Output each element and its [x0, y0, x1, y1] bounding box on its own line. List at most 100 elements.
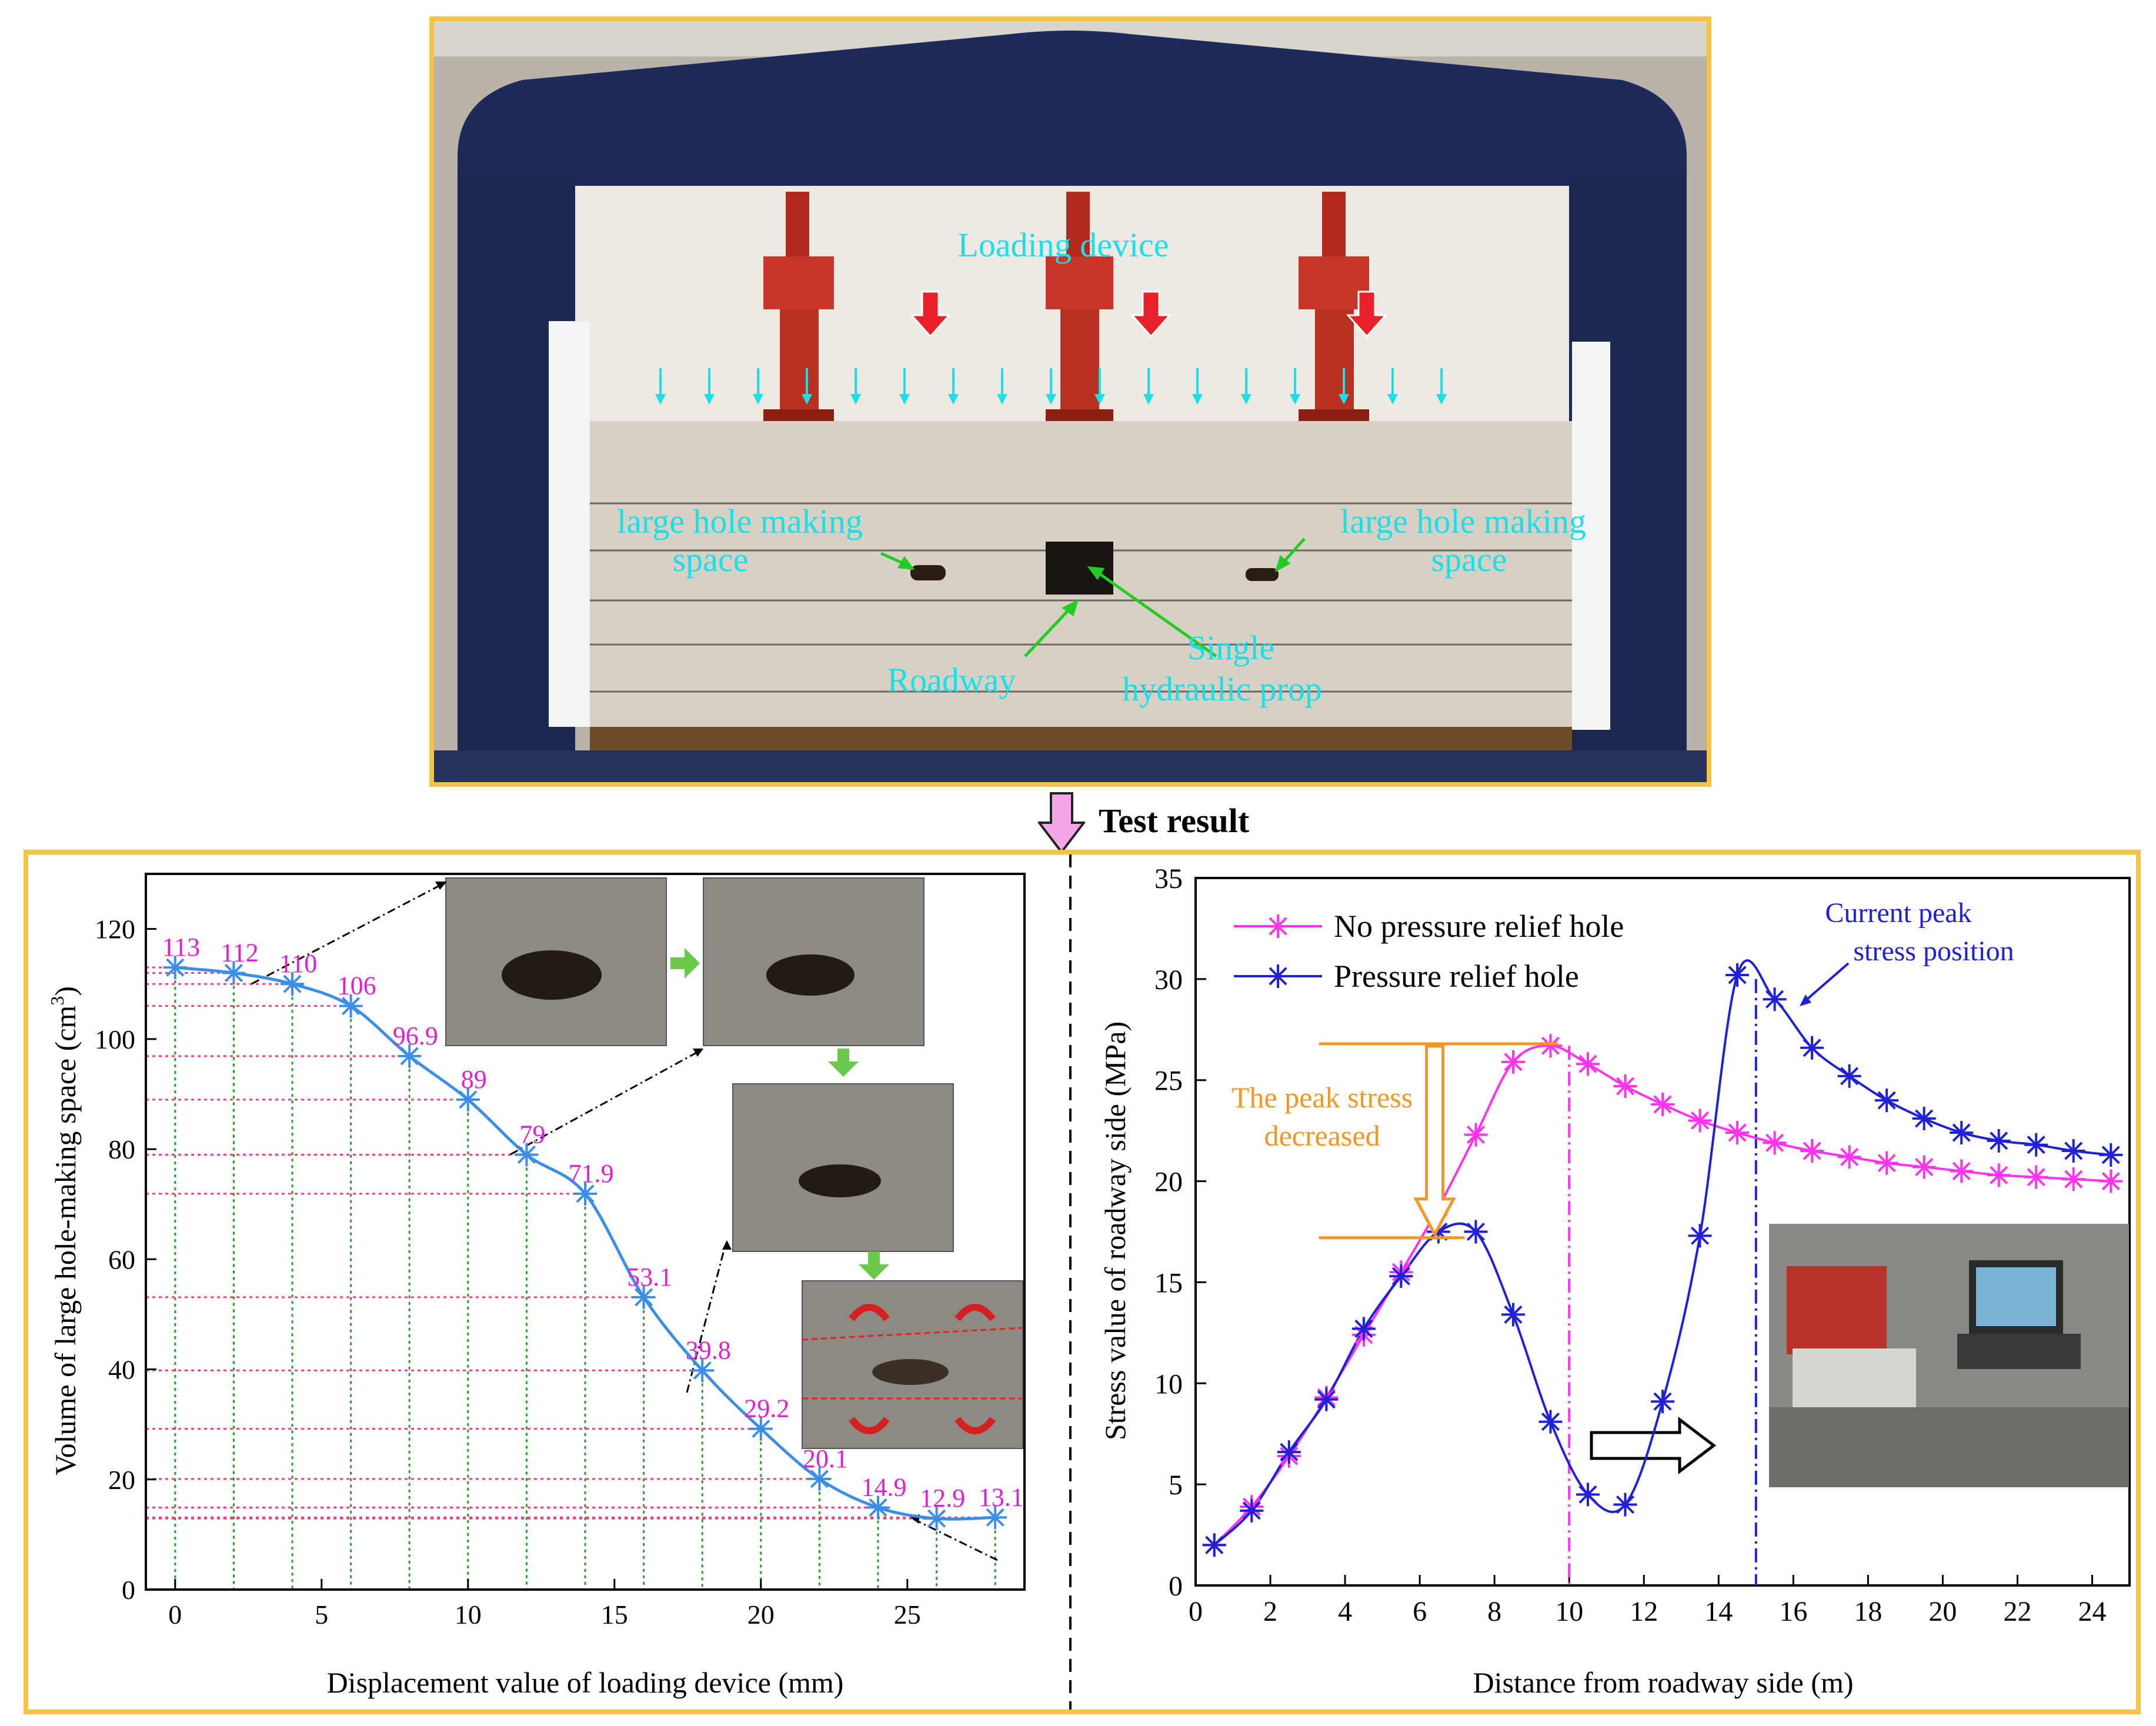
peak-label-1: Current peak	[1825, 897, 1971, 929]
volume-data-label: 96.9	[393, 1021, 438, 1050]
load-arrow-head	[1339, 394, 1349, 405]
volume-point	[749, 1417, 773, 1441]
relief-point	[1987, 1129, 2011, 1153]
relief-point	[1240, 1498, 1264, 1523]
photo-labels: Loading device large hole making space l…	[617, 226, 1586, 708]
load-arrow-head	[948, 394, 959, 405]
volume-point	[515, 1143, 539, 1167]
roadway-label: Roadway	[887, 661, 1016, 699]
relief-point	[2099, 1143, 2123, 1167]
load-arrow-head	[1046, 394, 1056, 405]
stress-arc-1	[849, 1304, 890, 1321]
photo-illustration: Loading device large hole making space l…	[434, 21, 1707, 782]
left-hole	[910, 565, 946, 580]
inset-pointers	[251, 883, 998, 1561]
legend-label-relief: Pressure relief hole	[1334, 959, 1579, 994]
no-relief-point	[1501, 1050, 1525, 1074]
result-arrow-icon	[1038, 792, 1085, 854]
load-arrow-head	[997, 394, 1007, 405]
volume-chart: 0 5 10 15 20 25 0 20 40 60 80 100 120	[46, 873, 1026, 1699]
volume-point	[573, 1181, 597, 1206]
equipment-laptop-display	[1976, 1267, 2056, 1326]
load-arrow-head	[1387, 394, 1398, 405]
x-tick-label: 10	[1555, 1596, 1583, 1627]
legend-star-no-relief	[1266, 914, 1290, 938]
x-tick-label: 24	[2078, 1596, 2106, 1627]
volume-data-label: 110	[279, 949, 317, 978]
volume-plot-area	[145, 873, 1026, 1591]
no-relief-curve	[1213, 1044, 2111, 1546]
y-tick-label: 40	[108, 1355, 135, 1385]
y-tick-label: 100	[95, 1024, 135, 1054]
frame-base	[434, 750, 1707, 782]
y-tick-label: 80	[108, 1134, 135, 1164]
load-arrow-head	[1436, 394, 1447, 405]
volume-data-label: 13.1	[979, 1483, 1024, 1511]
volume-point	[222, 961, 246, 985]
stress-legend: No pressure relief hole Pressure relief …	[1234, 909, 1624, 994]
label-pointers	[880, 538, 1306, 658]
volume-point	[925, 1507, 949, 1531]
relief-point	[1688, 1224, 1712, 1248]
no-relief-point	[1987, 1163, 2011, 1187]
peak-label-2: stress position	[1853, 936, 2014, 967]
load-arrow-head	[1290, 394, 1300, 405]
volume-point	[456, 1087, 480, 1111]
volume-point	[163, 956, 187, 980]
volume-data-label: 89	[461, 1065, 487, 1094]
x-tick-label: 10	[455, 1600, 482, 1630]
test-result-label: Test result	[1099, 802, 1250, 840]
no-relief-point	[1875, 1151, 1899, 1175]
x-tick-label: 0	[1189, 1596, 1203, 1627]
relief-point	[2061, 1139, 2085, 1163]
prop-label-1: Single	[1187, 629, 1274, 667]
x-tick-label: 14	[1704, 1596, 1733, 1627]
no-relief-point	[1912, 1155, 1936, 1179]
no-relief-point	[1726, 1121, 1750, 1145]
load-arrow-head	[899, 394, 910, 405]
volume-point	[281, 972, 304, 996]
relief-point	[1202, 1533, 1226, 1557]
right-hole	[1246, 568, 1279, 581]
relief-point	[1464, 1220, 1488, 1244]
hole-left-label-2: space	[673, 540, 749, 579]
no-relief-point	[1538, 1034, 1563, 1058]
y-tick-label: 15	[1154, 1267, 1183, 1298]
legend-marker-relief	[1266, 964, 1290, 988]
y-tick-label: 35	[1154, 863, 1183, 894]
relief-point	[1651, 1390, 1674, 1414]
load-arrow-head	[1143, 394, 1154, 405]
peak-position-label: Current peak stress position	[1825, 897, 2014, 967]
peak-pointer-head	[1800, 994, 1811, 1006]
x-tick-label: 8	[1487, 1596, 1501, 1627]
volume-y-axis-label: Volume of large hole-making space (cm3)	[46, 986, 82, 1475]
volume-points: 113 112 110 106 96.9 89 79 71.9 53.1 39.8 29.2 20.1…	[162, 933, 1024, 1531]
right-paper-sheet	[1572, 342, 1610, 730]
volume-data-label: 12.9	[920, 1484, 965, 1513]
equipment-floor	[1769, 1407, 2129, 1487]
no-relief-point	[1800, 1139, 1824, 1163]
stress-y-axis-label: Stress value of roadway side (MPa)	[1099, 1021, 1132, 1440]
volume-data-label: 39.8	[686, 1336, 731, 1364]
x-tick-label: 5	[315, 1600, 328, 1630]
y-tick-label: 20	[1154, 1167, 1183, 1198]
hole-left-label-1: large hole making	[617, 502, 863, 540]
no-relief-point	[1763, 1131, 1787, 1155]
y-tick-label: 0	[1169, 1571, 1183, 1602]
volume-point	[398, 1044, 422, 1068]
relief-point	[1837, 1064, 1861, 1088]
relief-point	[1763, 987, 1787, 1011]
loading-frame-top	[458, 31, 1687, 186]
volume-data-label: 106	[338, 971, 376, 1000]
load-arrow-head	[850, 394, 861, 405]
no-relief-point	[1837, 1145, 1861, 1169]
relief-point	[1351, 1317, 1376, 1341]
hole-evolution-insets	[445, 877, 1023, 1449]
peak-label-pointer	[1802, 962, 1850, 1004]
x-tick-label: 6	[1413, 1596, 1427, 1627]
relief-point	[1576, 1483, 1600, 1507]
relief-point	[1875, 1089, 1899, 1113]
results-panel: 0 5 10 15 20 25 0 20 40 60 80 100 120	[24, 850, 2141, 1714]
volume-data-label: 53.1	[627, 1263, 672, 1291]
stress-arc-3	[849, 1417, 890, 1434]
